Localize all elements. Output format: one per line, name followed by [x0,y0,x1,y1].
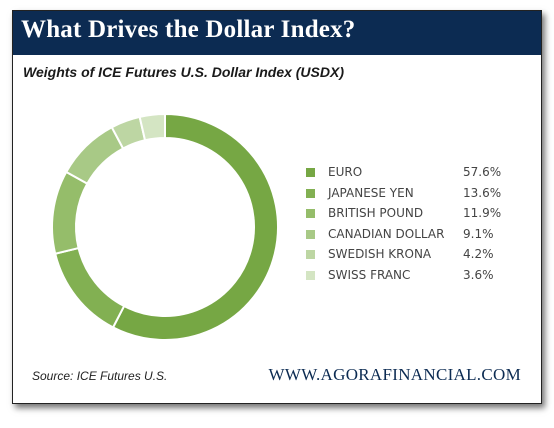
legend-value: 11.9% [463,206,502,221]
legend-value: 4.2% [463,247,494,262]
website-link[interactable]: WWW.AGORAFINANCIAL.COM [268,365,521,384]
legend-label: SWISS FRANC [328,267,411,282]
legend-swatch [306,229,315,239]
title-banner: What Drives the Dollar Index? [13,11,541,55]
legend-item: JAPANESE YEN 13.6% [306,185,516,206]
legend-label: JAPANESE YEN [328,185,414,200]
legend-swatch [306,188,315,198]
donut-slice-british-pound [51,170,89,255]
legend-value: 57.6% [463,165,502,179]
legend-label: CANADIAN DOLLAR [328,226,445,241]
legend-item: EURO 57.6% [306,164,516,185]
chart-legend: EURO 57.6% JAPANESE YEN 13.6% BRITISH POUND 1… [306,164,516,288]
legend-swatch [306,270,315,280]
legend-item: CANADIAN DOLLAR 9.1% [306,226,516,247]
legend-label: EURO [328,165,363,179]
legend-item: SWISS FRANC 3.6% [306,267,516,288]
chart-card: What Drives the Dollar Index? Weights of… [12,10,542,404]
legend-item: SWEDISH KRONA 4.2% [306,246,516,267]
page-title: What Drives the Dollar Index? [21,16,356,43]
donut-slice-canadian-dollar [64,125,125,185]
legend-label: BRITISH POUND [328,206,424,221]
legend-value: 3.6% [463,267,494,282]
legend-value: 13.6% [463,185,502,200]
donut-slice-euro [111,112,279,341]
legend-swatch [306,209,315,219]
source-note: Source: ICE Futures U.S. [32,369,168,383]
legend-item: BRITISH POUND 11.9% [306,205,516,226]
legend-label: SWEDISH KRONA [328,247,432,262]
donut-slice-japanese-yen [53,246,126,329]
chart-subtitle: Weights of ICE Futures U.S. Dollar Index… [23,64,344,80]
donut-slice-swiss-franc [138,112,166,142]
legend-value: 9.1% [463,226,494,241]
donut-chart [51,112,279,341]
legend-swatch [306,250,315,260]
legend-swatch [306,168,315,177]
